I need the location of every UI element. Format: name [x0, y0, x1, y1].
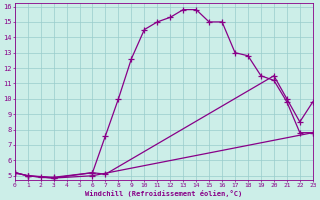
X-axis label: Windchill (Refroidissement éolien,°C): Windchill (Refroidissement éolien,°C) [85, 190, 242, 197]
